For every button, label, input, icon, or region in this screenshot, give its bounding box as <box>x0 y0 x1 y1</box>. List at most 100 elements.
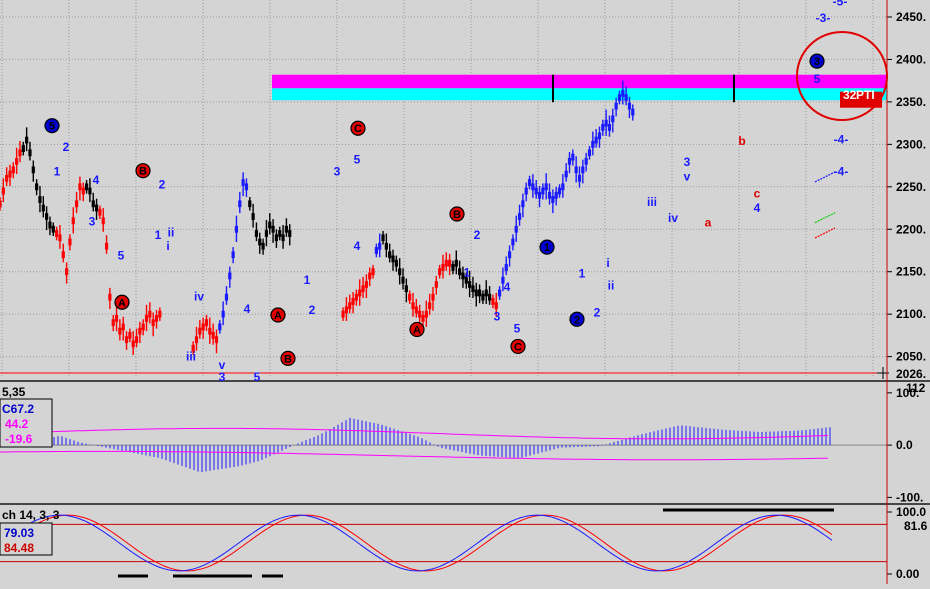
macd-signal-line <box>0 450 829 461</box>
price-bar-body <box>471 285 475 293</box>
price-bar-body <box>15 157 19 165</box>
price-bar-body <box>607 123 612 131</box>
price-bar-body <box>597 132 602 140</box>
price-bar-body <box>128 331 132 339</box>
wave-label-circle <box>270 307 286 323</box>
wave-label: ii <box>608 278 615 292</box>
wave-label: 4 <box>504 280 511 294</box>
price-bar-body <box>81 187 85 195</box>
wave-label: 3 <box>494 310 501 324</box>
wave-label: ii <box>168 226 175 240</box>
price-bar-body <box>214 336 219 344</box>
price-bar-body <box>224 293 229 301</box>
wave-label-circle <box>114 294 130 310</box>
wave-label: i <box>166 239 169 253</box>
price-bar-body <box>557 187 562 195</box>
wave-label: B <box>453 209 461 221</box>
price-bar-body <box>464 276 468 284</box>
price-bar-body <box>517 213 522 220</box>
macd-values-box <box>0 398 53 448</box>
price-bar-body <box>18 149 22 157</box>
price-bar-body <box>564 170 568 178</box>
price-bar-body <box>341 310 345 318</box>
wave-label: -4- <box>834 132 849 146</box>
price-bar-body <box>61 251 65 259</box>
wave-label: 1 <box>155 228 162 242</box>
price-bar-body <box>211 331 215 339</box>
projection-mark <box>814 227 836 239</box>
price-bar-body <box>284 225 289 233</box>
price-bar-body <box>154 315 159 322</box>
target-zone-magenta <box>272 74 887 89</box>
macd-value: C67.2 <box>2 402 34 416</box>
pti-value: 32 <box>843 88 857 102</box>
wave-label: -4- <box>834 165 849 179</box>
price-bar-body <box>591 140 595 148</box>
price-bar-body <box>194 336 199 344</box>
wave-label: -3- <box>816 11 831 25</box>
price-bar-body <box>514 225 518 233</box>
price-bar-body <box>41 204 45 212</box>
wave-label: b <box>738 134 745 148</box>
macd-value: -19.6 <box>5 432 33 446</box>
price-bar-body <box>454 259 458 267</box>
price-bar-body <box>281 234 285 242</box>
price-bar-body <box>268 221 272 229</box>
wave-label: v <box>219 358 226 372</box>
price-bar-body <box>438 268 442 276</box>
price-bar-body <box>561 183 565 191</box>
projection-mark <box>814 171 836 183</box>
price-bar-body <box>487 293 492 301</box>
price-bar-body <box>141 323 145 331</box>
wave-label: 3 <box>89 215 96 229</box>
wave-label: C <box>354 123 362 135</box>
price-bar-body <box>45 213 49 220</box>
price-bar-body <box>418 310 422 318</box>
price-bar-body <box>401 276 405 284</box>
price-bar-body <box>544 183 548 191</box>
last-price-label: 2026. <box>896 367 926 381</box>
price-bar-body <box>131 340 135 348</box>
price-bar-body <box>28 149 32 157</box>
price-bar-body <box>458 268 462 276</box>
price-bar-body <box>251 213 255 220</box>
price-bar-body <box>481 293 485 301</box>
price-bar-body <box>567 157 572 165</box>
price-bar-body <box>524 187 528 195</box>
price-bar-body <box>238 200 242 208</box>
price-bar-body <box>364 281 368 288</box>
price-bar-body <box>624 94 628 102</box>
price-bar-body <box>521 200 525 208</box>
price-bar-body <box>351 298 355 305</box>
price-bar-body <box>0 200 2 208</box>
wave-label-circle <box>135 163 151 179</box>
macd-top-label: 112 <box>906 381 926 395</box>
price-bar-body <box>101 217 105 225</box>
price-bar-body <box>414 306 418 314</box>
wave-label: A <box>274 310 282 322</box>
price-bar-body <box>88 187 92 195</box>
wave-label: c <box>754 187 761 201</box>
price-bar-body <box>118 327 122 335</box>
wave-label: 3 <box>219 370 226 384</box>
price-bar-body <box>378 242 382 250</box>
price-bar-body <box>31 166 35 174</box>
price-bar-body <box>404 285 408 293</box>
wave-label: 5 <box>254 370 261 384</box>
price-bar-body <box>424 310 428 318</box>
wave-label: 2 <box>474 228 481 242</box>
static-labels: 2026. 5,35 112 ch 14, 3, 3 81.6 32 PTI <box>2 88 928 533</box>
wave-label: 4 <box>244 302 251 316</box>
price-bar-body <box>587 149 592 157</box>
macd-tick-label: -100. <box>896 490 923 504</box>
wave-label: 5 <box>354 153 361 167</box>
wave-label: 4 <box>354 239 361 253</box>
target-zone-cyan <box>272 88 887 101</box>
macd-tick-label: 100. <box>896 386 919 400</box>
wave-label-circle <box>809 53 825 69</box>
wave-label-circle <box>449 206 465 222</box>
price-bar-body <box>231 251 235 259</box>
price-bar-body <box>254 230 259 237</box>
